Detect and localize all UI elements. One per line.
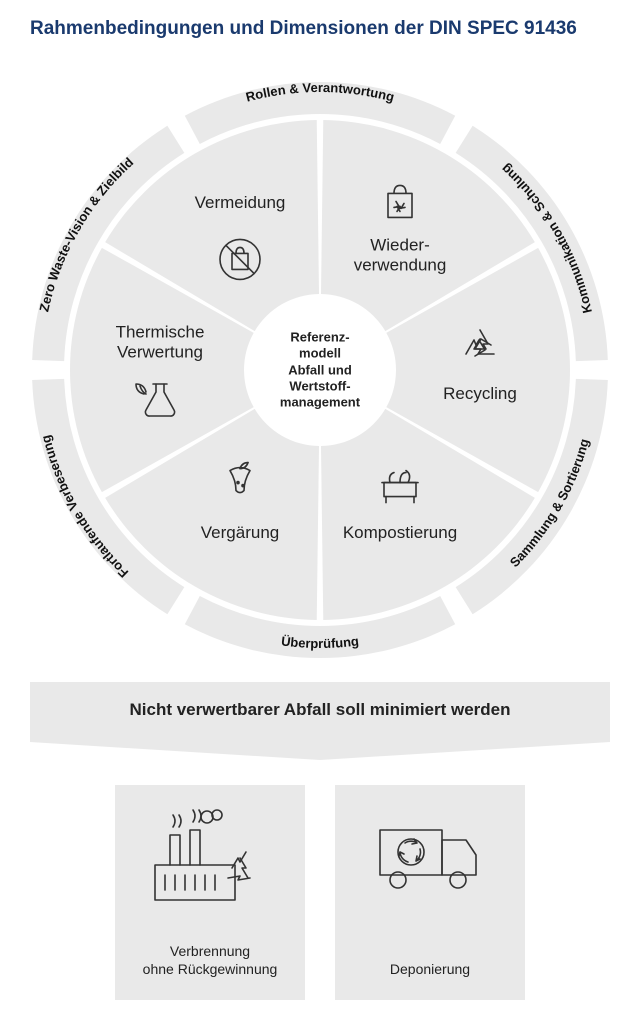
card-label: Deponierung — [335, 960, 525, 978]
segment-label: Wieder-verwendung — [354, 236, 447, 275]
card-label: Verbrennungohne Rückgewinnung — [115, 942, 305, 978]
card-incineration: Verbrennungohne Rückgewinnung — [115, 785, 305, 1000]
segment-label: Recycling — [443, 384, 517, 404]
card-landfill: Deponierung — [335, 785, 525, 1000]
factory-icon — [145, 800, 275, 910]
wheel-diagram: Zero Waste-Vision & ZielbildRollen & Ver… — [20, 70, 620, 670]
truck-icon — [365, 800, 495, 910]
segment-label: ThermischeVerwertung — [116, 322, 205, 361]
segment-label: Vermeidung — [195, 194, 286, 214]
banner: Nicht verwertbarer Abfall soll minimiert… — [30, 682, 610, 742]
page-title: Rahmenbedingungen und Dimensionen der DI… — [30, 18, 577, 40]
segment-label: Vergärung — [201, 523, 279, 543]
hub-label: Referenz-modellAbfall undWertstoff-manag… — [255, 329, 385, 410]
segment-label: Kompostierung — [343, 523, 457, 543]
banner-text: Nicht verwertbarer Abfall soll minimiert… — [30, 700, 610, 720]
